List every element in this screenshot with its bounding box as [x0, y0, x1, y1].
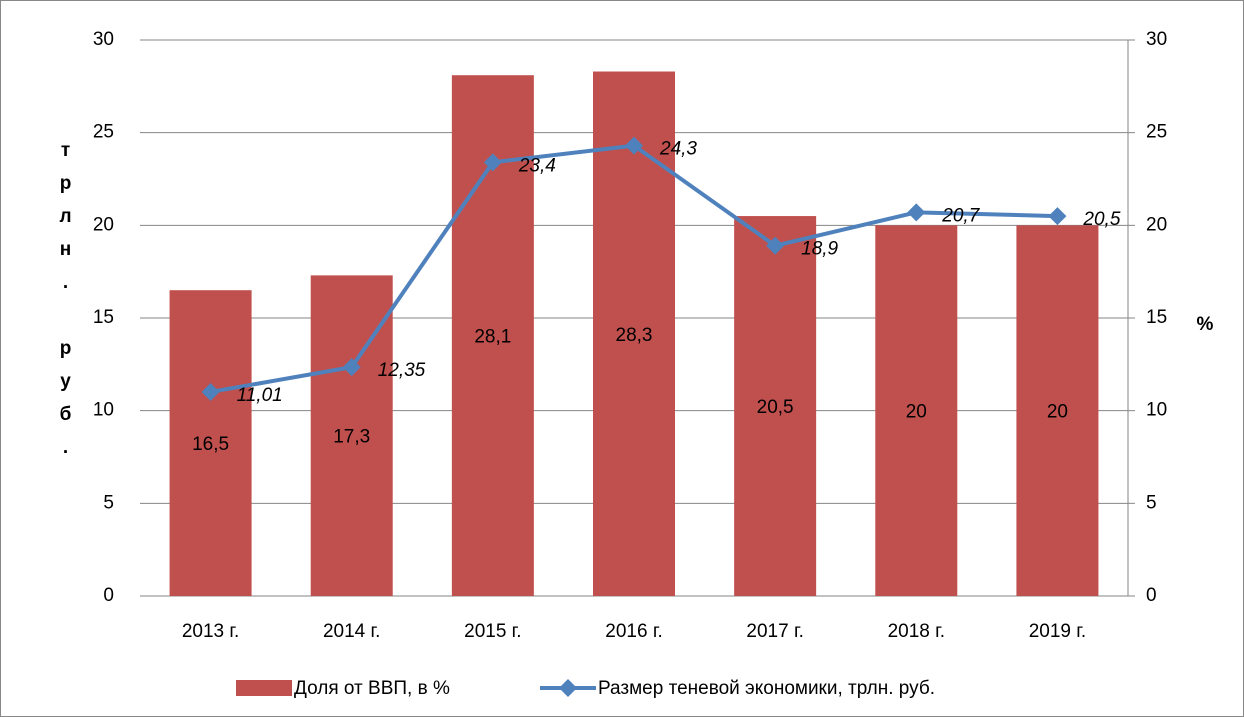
- bar-value-label: 16,5: [192, 434, 229, 455]
- y2-tick-label: 5: [1146, 492, 1157, 513]
- bar: [734, 216, 817, 597]
- x-tick-label: 2014 г.: [323, 621, 380, 642]
- y2-axis-label: %: [1197, 314, 1214, 335]
- x-tick-label: 2017 г.: [746, 621, 803, 642]
- line-marker: [483, 153, 502, 172]
- y-tick-label: 30: [93, 29, 114, 50]
- legend-marker: [559, 679, 577, 697]
- y-tick-label: 5: [103, 492, 114, 513]
- line-marker: [907, 203, 926, 222]
- line-marker: [201, 382, 220, 401]
- line-value-label: 24,3: [659, 139, 697, 160]
- line-value-label: 12,35: [378, 360, 426, 381]
- legend-label: Доля от ВВП, в %: [294, 678, 450, 699]
- bar-value-label: 20: [906, 402, 927, 423]
- y2-tick-label: 10: [1146, 400, 1167, 421]
- x-tick-label: 2019 г.: [1029, 621, 1086, 642]
- bar: [1016, 225, 1099, 597]
- y-tick-label: 15: [93, 307, 114, 328]
- bar-value-label: 20,5: [757, 397, 794, 418]
- y-tick-label: 20: [93, 214, 114, 235]
- x-tick-label: 2015 г.: [464, 621, 521, 642]
- line-marker: [1048, 207, 1067, 226]
- x-tick-label: 2016 г.: [605, 621, 662, 642]
- y-axis-label: трлн. руб.: [55, 140, 76, 470]
- bar-value-label: 28,3: [616, 325, 653, 346]
- y2-tick-label: 25: [1146, 122, 1167, 143]
- bar: [169, 290, 252, 596]
- line-value-label: 23,4: [518, 155, 556, 176]
- y2-tick-label: 30: [1146, 29, 1167, 50]
- y-tick-label: 25: [93, 122, 114, 143]
- y2-tick-label: 0: [1146, 585, 1157, 606]
- bar-value-label: 20: [1047, 402, 1068, 423]
- y-tick-label: 10: [93, 400, 114, 421]
- x-tick-label: 2018 г.: [888, 621, 945, 642]
- line-marker: [625, 136, 643, 155]
- bar: [875, 225, 958, 597]
- bar-value-label: 28,1: [474, 327, 511, 348]
- bar: [593, 71, 675, 597]
- bar-value-label: 17,3: [333, 427, 370, 448]
- line-marker: [342, 358, 361, 377]
- line-value-label: 20,5: [1082, 209, 1120, 230]
- y-tick-label: 0: [103, 585, 114, 606]
- line-value-label: 11,01: [237, 385, 283, 406]
- line-marker: [766, 236, 785, 255]
- legend-swatch: [236, 680, 292, 696]
- x-tick-label: 2013 г.: [182, 621, 239, 642]
- y2-tick-label: 15: [1146, 307, 1167, 328]
- line-value-label: 20,7: [941, 205, 980, 226]
- line-value-label: 18,9: [801, 239, 838, 260]
- y2-tick-label: 20: [1146, 214, 1167, 235]
- legend-label: Размер теневой экономики, трлн. руб.: [598, 678, 935, 699]
